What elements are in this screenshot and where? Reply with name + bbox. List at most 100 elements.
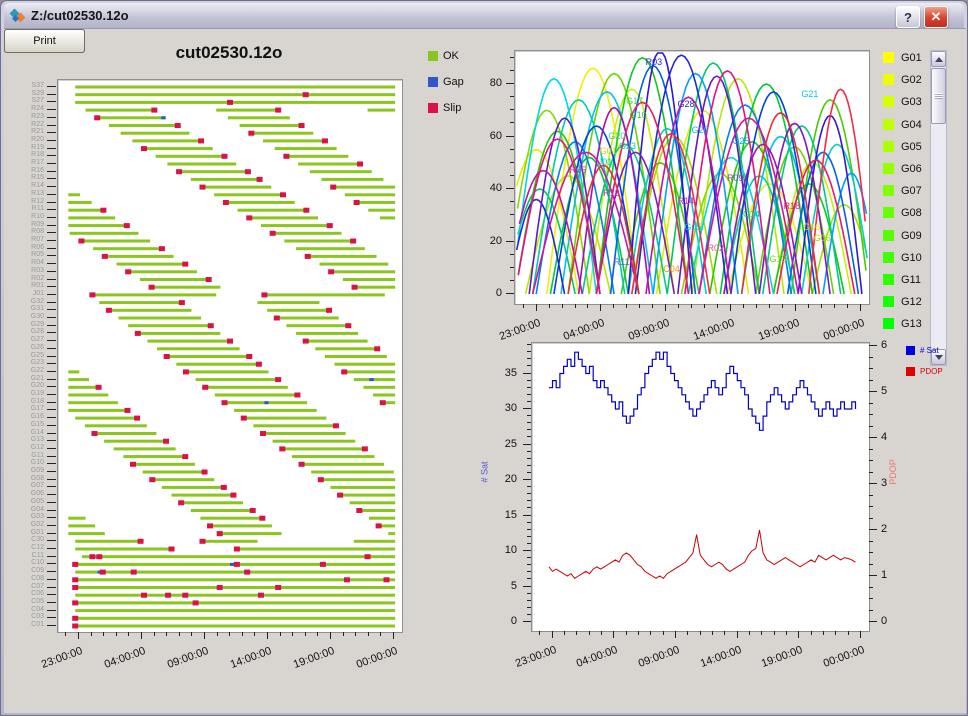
row-tick [47,101,56,103]
legend-swatch [883,229,894,241]
x-tick [153,632,155,636]
satellite-label: G05 [30,497,44,505]
row-tick [47,571,56,573]
row-tick [47,232,56,234]
x-tick-label: 04:00:00 [102,645,148,671]
x-tick-label: 14:00:00 [228,645,273,671]
row-tick [47,255,56,257]
x-tick [639,304,641,308]
x-tick [292,632,294,636]
x-tick [794,304,796,311]
row-tick [47,270,56,272]
dop-right-axis: 0 1 2 3 4 5 6 [869,339,911,632]
legend-swatch [428,77,438,87]
legend-label: G07 [901,185,922,198]
y-tick [869,460,873,461]
window-close-button[interactable]: ✕ [924,6,948,28]
row-tick [47,363,56,365]
legend-label: PDOP [920,367,943,376]
legend-swatch [906,367,915,376]
satellite-label: C08 [31,574,44,582]
x-tick [859,304,861,311]
x-tick-label: 19:00:00 [291,645,336,671]
x-tick [317,632,319,636]
row-tick [47,401,56,403]
row-tick [47,370,56,372]
dop-x-axis: 23:00:00 04:00:00 09:00:00 14:00:00 19:00:00… [513,631,868,695]
legend-swatch [428,103,438,113]
y-tick [527,493,531,495]
x-tick [835,631,837,635]
y-tick [527,450,531,452]
satellite-legend-scrollbar[interactable] [930,50,947,366]
row-tick [47,617,56,619]
satellite-label: R13 [31,189,44,197]
y-tick [869,471,873,473]
x-tick [798,631,800,638]
satellite-label: C09 [31,567,44,575]
row-tick [47,532,56,534]
row-tick [47,625,56,626]
x-tick [823,631,825,635]
row-tick [47,486,56,488]
title-bar[interactable]: Z:/cut02530.12o ? ✕ [4,3,964,28]
row-tick [47,286,56,288]
row-tick [47,324,56,326]
row-tick [47,586,56,588]
row-tick [47,494,56,496]
scroll-up-button[interactable] [931,51,946,67]
y-tick [527,578,531,580]
y-tick [527,557,531,559]
legend-label: G05 [901,140,922,153]
satellite-label: R06 [31,243,44,251]
row-tick [47,355,56,357]
availability-legend: OK Gap Slip [428,50,498,141]
close-icon: ✕ [930,9,942,24]
y-tick [869,494,873,496]
x-tick [847,631,849,635]
scroll-down-button[interactable] [931,349,946,365]
y-tick [510,279,514,281]
legend-item: G13 [880,318,930,330]
legend-swatch [883,118,894,130]
satellite-label: G16 [30,413,44,421]
legend-item: G08 [880,207,930,219]
satellite-label: G22 [30,366,44,374]
y-tick [869,402,873,404]
satellite-label: R01 [31,282,44,290]
satellite-label: G21 [30,374,44,382]
x-tick [355,632,357,636]
x-tick [535,304,537,311]
x-tick-label: 09:00:00 [165,645,210,671]
x-tick [717,304,719,308]
x-tick [551,631,553,638]
dop-plot [531,342,870,632]
y-tick [510,161,514,163]
row-tick [47,317,56,318]
y-tick [869,437,877,438]
satellite-label: R14 [31,182,44,190]
help-button[interactable]: ? [896,6,920,28]
print-button[interactable]: Print [4,29,85,53]
legend-item: G04 [880,118,930,131]
x-tick [600,304,602,311]
y-tick [527,358,531,360]
scrollbar-thumb[interactable] [931,68,946,124]
legend-swatch [883,96,894,108]
y-tick [510,56,514,58]
row-tick [47,93,56,95]
satellite-label: R02 [31,274,44,282]
x-tick [563,631,565,635]
legend-item: G09 [880,229,930,242]
chart-canvas [515,52,868,295]
satellite-label: G17 [30,405,44,413]
y-tick [527,521,531,523]
x-tick [769,304,770,308]
row-tick [47,394,56,395]
y-tick [510,109,514,111]
satellite-label: G11 [31,451,44,459]
legend-swatch [906,346,915,355]
satellite-legend: G01 G02 G03 G04 G05 G06 G07 G08 G09 G10 G11 G12 G13 [880,50,930,367]
scroll-up-icon [935,57,943,62]
row-tick [47,124,56,126]
